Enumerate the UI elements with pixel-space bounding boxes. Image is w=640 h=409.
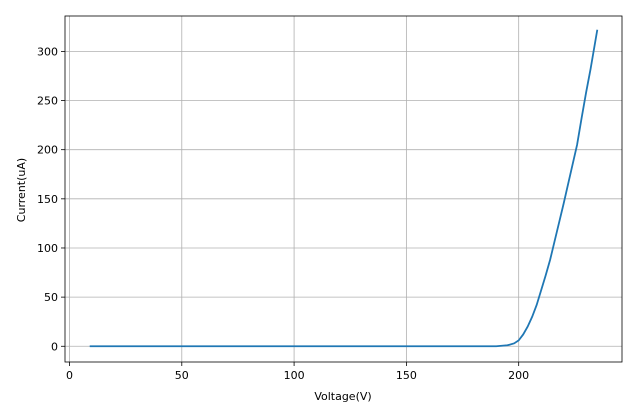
y-tick-label: 300 — [37, 45, 58, 58]
plot-frame — [64, 15, 623, 363]
y-tick-label: 200 — [37, 144, 58, 157]
y-axis-label: Current(uA) — [15, 158, 28, 222]
x-tick-label: 0 — [66, 369, 73, 382]
y-tick-label: 0 — [51, 340, 58, 353]
data-line — [89, 29, 599, 348]
x-tick-label: 200 — [508, 369, 529, 382]
x-axis-label: Voltage(V) — [314, 390, 371, 403]
x-tick-label: 50 — [175, 369, 189, 382]
y-tick-label: 150 — [37, 193, 58, 206]
x-tick-label: 150 — [396, 369, 417, 382]
y-tick-label: 250 — [37, 95, 58, 108]
y-tick-label: 50 — [44, 291, 58, 304]
y-tick-label: 100 — [37, 242, 58, 255]
x-tick-label: 100 — [284, 369, 305, 382]
